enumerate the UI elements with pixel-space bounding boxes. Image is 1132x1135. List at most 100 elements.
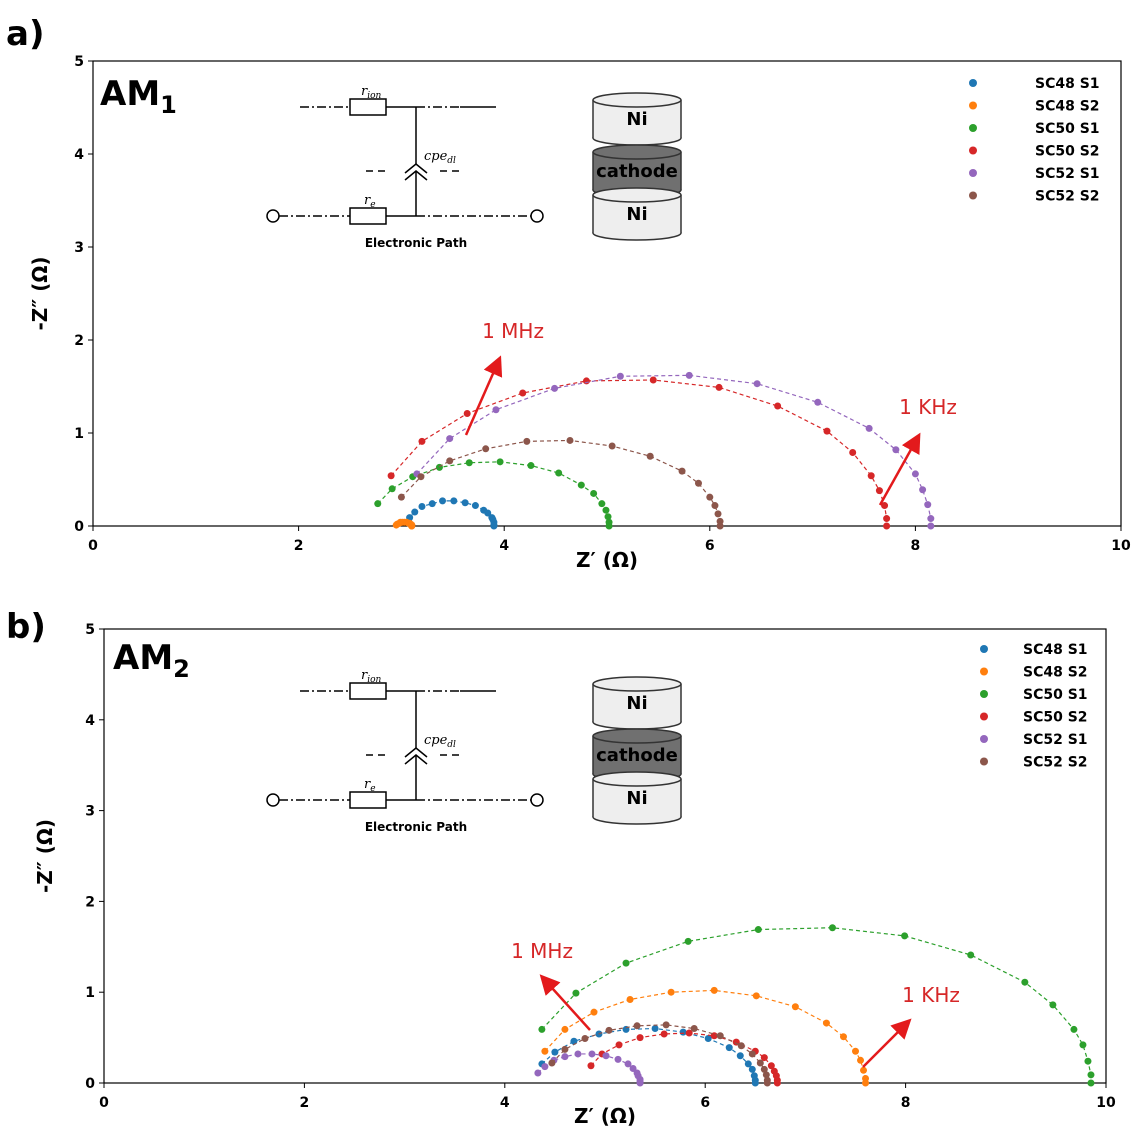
- legend-marker: [969, 101, 977, 110]
- cell-top: [592, 771, 682, 787]
- capacitor: [404, 747, 428, 758]
- inset-label-sub: 2: [173, 655, 190, 683]
- inset-label-main: AM: [100, 74, 160, 114]
- data-point: [704, 1035, 712, 1043]
- x-tick-label: 6: [705, 538, 715, 554]
- legend-marker: [969, 146, 977, 155]
- circuit-label: cpedl: [424, 149, 456, 166]
- cell-label: Ni: [626, 788, 647, 809]
- legend-marker: [980, 757, 988, 766]
- circuit-label-main: r: [364, 777, 371, 792]
- data-point: [624, 1060, 632, 1068]
- data-point: [418, 502, 426, 510]
- data-point: [823, 427, 831, 435]
- circuit-label-sub: dl: [447, 740, 456, 750]
- data-point: [1079, 1041, 1087, 1049]
- terminal: [266, 209, 280, 223]
- data-point: [737, 1042, 745, 1050]
- data-point: [1049, 1001, 1057, 1009]
- data-point: [753, 380, 761, 388]
- data-point: [710, 986, 718, 994]
- data-point: [857, 1056, 865, 1064]
- data-point: [484, 509, 492, 517]
- data-point: [428, 500, 436, 508]
- circuit-label-sub: e: [370, 200, 375, 210]
- data-point: [1084, 1057, 1092, 1065]
- data-point: [725, 1044, 733, 1052]
- cell-label: Ni: [626, 109, 647, 130]
- circuit-label-main: r: [364, 193, 371, 208]
- data-point: [860, 1066, 868, 1074]
- y-tick-label: 2: [74, 333, 84, 349]
- data-point: [587, 1062, 595, 1070]
- data-point: [694, 479, 702, 487]
- data-point: [849, 449, 857, 457]
- data-point: [901, 932, 909, 940]
- legend-label: SC50 S1: [1023, 687, 1088, 703]
- data-point: [463, 409, 471, 417]
- data-point: [1087, 1071, 1095, 1079]
- data-point: [490, 522, 498, 530]
- data-point: [555, 469, 563, 477]
- y-tick-label: 1: [74, 426, 84, 442]
- data-point: [374, 500, 382, 508]
- data-point: [763, 1079, 771, 1087]
- data-point: [736, 1052, 744, 1060]
- data-point: [651, 1025, 659, 1033]
- data-point: [604, 513, 612, 521]
- circuit-caption: Electronic Path: [365, 820, 467, 834]
- x-tick-label: 8: [901, 1095, 911, 1111]
- data-point: [660, 1030, 668, 1038]
- data-point: [646, 452, 654, 460]
- panel-label: a): [6, 14, 44, 54]
- terminal: [530, 793, 544, 807]
- series-line: [416, 374, 932, 526]
- data-point: [756, 1059, 764, 1067]
- x-tick-label: 0: [88, 538, 98, 554]
- cell-label: cathode: [596, 161, 678, 182]
- data-point: [411, 508, 419, 516]
- data-point: [814, 398, 822, 406]
- annotation-arrow: [878, 432, 921, 506]
- data-point: [760, 1054, 768, 1062]
- circuit-caption: Electronic Path: [365, 236, 467, 250]
- y-tick-label: 4: [85, 713, 95, 729]
- data-point: [561, 1025, 569, 1033]
- data-point: [685, 1029, 693, 1037]
- data-point: [667, 988, 675, 996]
- data-point: [883, 522, 891, 530]
- data-point: [439, 497, 447, 505]
- resistor: [349, 207, 387, 225]
- cell-label: cathode: [596, 745, 678, 766]
- data-point: [678, 467, 686, 475]
- plot-frame: [103, 628, 1107, 1084]
- data-point: [622, 959, 630, 967]
- legend-marker: [969, 169, 977, 177]
- data-point: [883, 515, 891, 523]
- series-line: [544, 989, 867, 1083]
- data-point: [852, 1047, 859, 1055]
- terminal: [530, 209, 544, 223]
- legend-marker: [980, 690, 988, 698]
- circuit-label-sub: e: [370, 784, 375, 794]
- circuit-label-main: cpe: [424, 149, 448, 164]
- data-point: [748, 1065, 756, 1073]
- data-point: [690, 1025, 698, 1033]
- data-point: [822, 1019, 830, 1027]
- data-point: [744, 1060, 752, 1068]
- x-tick-label: 4: [499, 538, 509, 554]
- x-tick-label: 6: [700, 1095, 710, 1111]
- terminal: [266, 793, 280, 807]
- data-point: [865, 424, 873, 432]
- data-point: [446, 435, 454, 443]
- cell-label: Ni: [626, 204, 647, 225]
- y-axis-title: -Z″ (Ω): [33, 819, 57, 893]
- resistor: [349, 682, 387, 700]
- circuit-label: rion: [361, 668, 382, 685]
- data-point: [754, 926, 762, 934]
- legend-marker: [980, 667, 988, 676]
- cell-top: [592, 187, 682, 203]
- data-point: [561, 1045, 569, 1053]
- capacitor: [404, 163, 428, 174]
